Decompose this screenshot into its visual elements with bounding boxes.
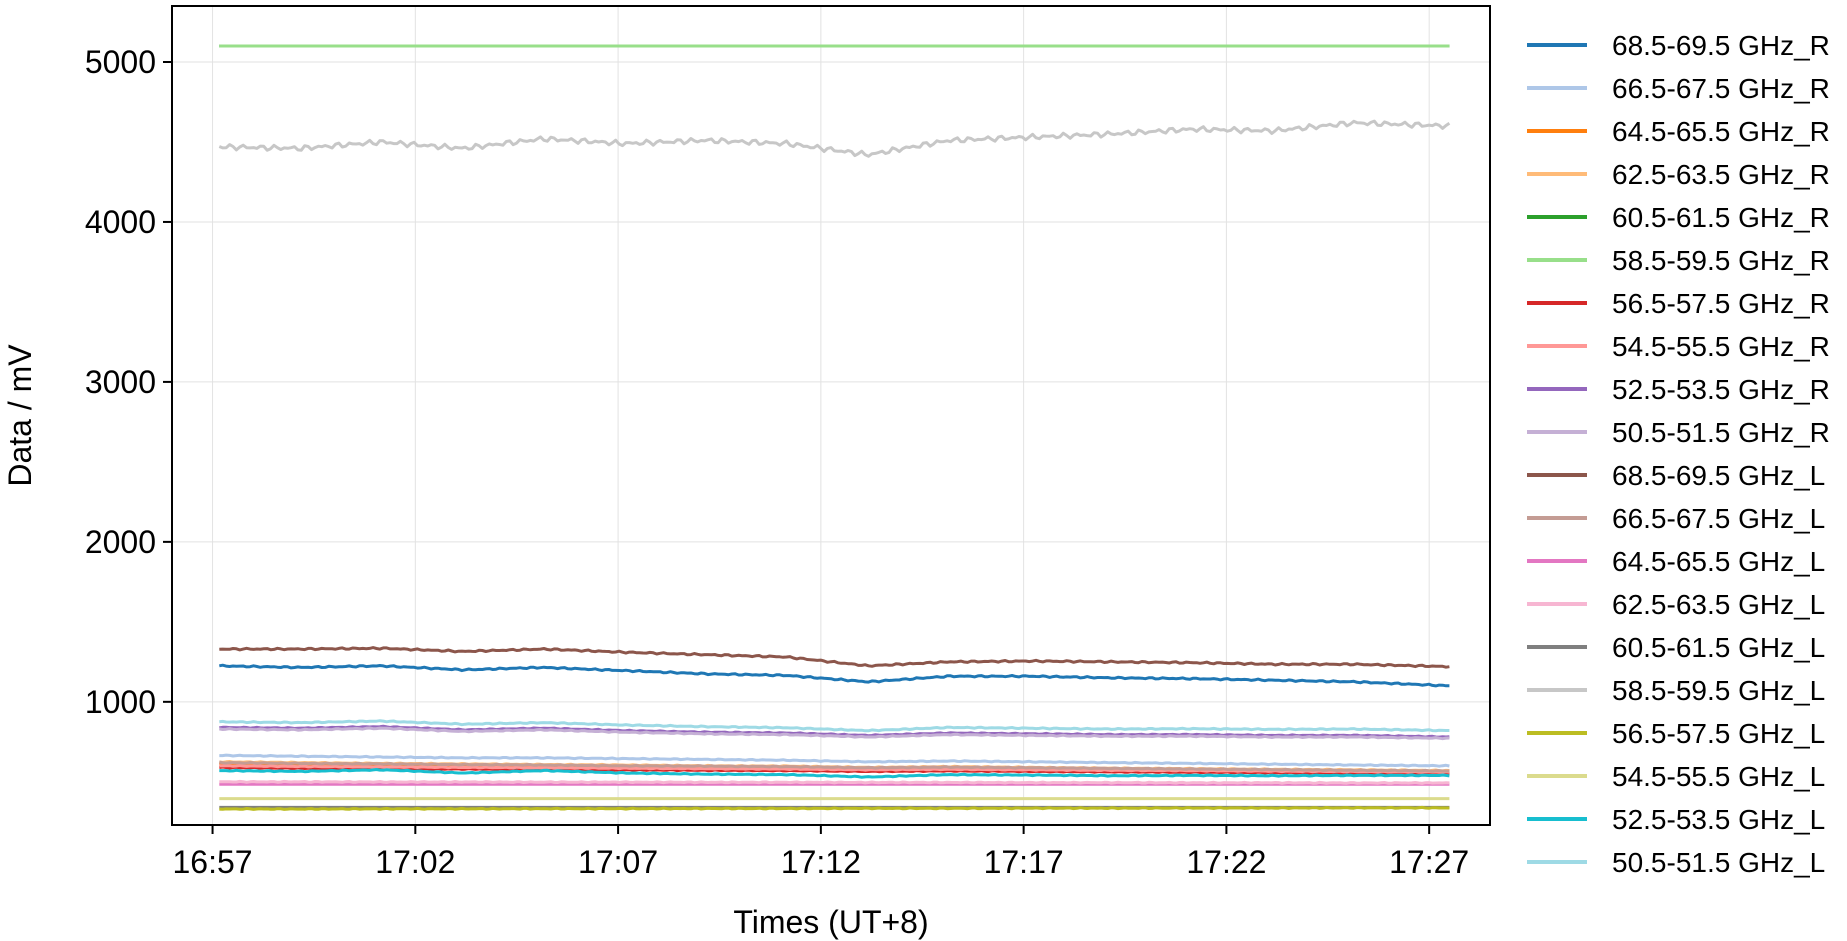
y-tick-label: 1000	[85, 684, 156, 720]
x-tick-label: 17:12	[781, 844, 861, 880]
legend-label: 66.5-67.5 GHz_R	[1612, 73, 1830, 104]
legend-label: 58.5-59.5 GHz_L	[1612, 675, 1825, 706]
series-lines	[218, 44, 1451, 811]
y-tick-label: 5000	[85, 44, 156, 80]
legend-label: 54.5-55.5 GHz_L	[1612, 761, 1825, 792]
legend-label: 66.5-67.5 GHz_L	[1612, 503, 1825, 534]
series-line	[219, 805, 1450, 811]
series-line	[219, 753, 1450, 768]
legend-label: 62.5-63.5 GHz_L	[1612, 589, 1825, 620]
x-axis-label: Times (UT+8)	[733, 904, 928, 940]
legend-label: 62.5-63.5 GHz_R	[1612, 159, 1830, 190]
series-line	[219, 646, 1450, 669]
y-tick-label: 2000	[85, 524, 156, 560]
plot-frame	[171, 5, 1491, 826]
x-tick-label: 17:02	[375, 844, 455, 880]
legend-label: 50.5-51.5 GHz_L	[1612, 847, 1825, 878]
x-tick-label: 17:17	[984, 844, 1064, 880]
legend-label: 52.5-53.5 GHz_R	[1612, 374, 1830, 405]
series-line	[219, 719, 1450, 733]
x-tick-label: 17:07	[578, 844, 658, 880]
y-tick-label: 4000	[85, 204, 156, 240]
axis-ticks: 16:57 17:02 17:07 17:12 17:17 17:22 17:27 1000 2…	[85, 44, 1469, 880]
legend-label: 68.5-69.5 GHz_R	[1612, 30, 1830, 61]
series-line	[218, 119, 1451, 158]
legend-label: 50.5-51.5 GHz_R	[1612, 417, 1830, 448]
legend: 68.5-69.5 GHz_R 66.5-67.5 GHz_R 64.5-65.5 …	[1527, 30, 1830, 878]
series-line	[219, 663, 1450, 688]
legend-label: 60.5-61.5 GHz_R	[1612, 202, 1830, 233]
legend-label: 56.5-57.5 GHz_L	[1612, 718, 1825, 749]
y-axis-label: Data / mV	[2, 344, 38, 487]
x-tick-label: 17:27	[1389, 844, 1469, 880]
series-line	[219, 768, 1450, 779]
series-line	[219, 726, 1450, 741]
legend-label: 64.5-65.5 GHz_R	[1612, 116, 1830, 147]
legend-label: 68.5-69.5 GHz_L	[1612, 460, 1825, 491]
legend-label: 64.5-65.5 GHz_L	[1612, 546, 1825, 577]
legend-label: 58.5-59.5 GHz_R	[1612, 245, 1830, 276]
legend-label: 52.5-53.5 GHz_L	[1612, 804, 1825, 835]
series-line	[219, 760, 1450, 773]
y-tick-label: 3000	[85, 364, 156, 400]
legend-label: 54.5-55.5 GHz_R	[1612, 331, 1830, 362]
legend-label: 60.5-61.5 GHz_L	[1612, 632, 1825, 663]
x-tick-label: 16:57	[173, 844, 253, 880]
x-tick-label: 17:22	[1186, 844, 1266, 880]
series-line	[219, 779, 1450, 785]
legend-label: 56.5-57.5 GHz_R	[1612, 288, 1830, 319]
